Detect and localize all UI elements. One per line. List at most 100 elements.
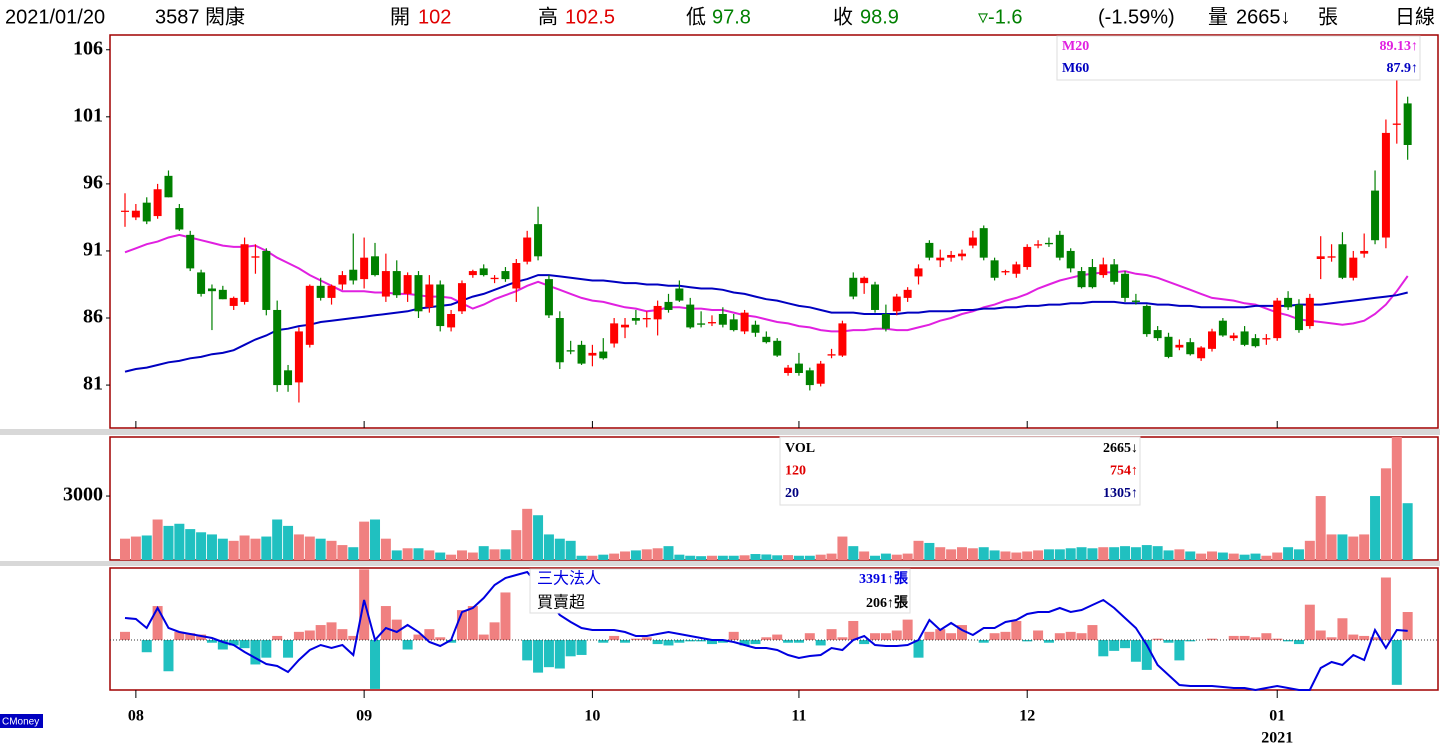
stock: 3587 閎康 (155, 5, 245, 28)
candle-body (1262, 338, 1271, 340)
volume-bar (467, 552, 478, 560)
y-tick-label: 91 (83, 239, 103, 261)
candle-body (686, 304, 695, 328)
volume-bar (228, 540, 239, 560)
net-bar (891, 630, 902, 641)
line (124, 570, 1408, 692)
volume-bar (1326, 534, 1337, 560)
y-tick-label: 81 (83, 373, 103, 395)
volume-bar (1359, 534, 1370, 560)
net-bar (1207, 638, 1217, 641)
net-bar (456, 610, 467, 641)
net-bar (380, 606, 391, 641)
net-bar (467, 606, 478, 641)
net-bar (1228, 635, 1239, 641)
price-panel (109, 34, 1439, 429)
candle-body (1392, 123, 1401, 125)
y-tick-label: 101 (73, 104, 103, 126)
net-bar (1272, 638, 1283, 641)
volume-bar (783, 555, 794, 560)
volume-bar (826, 553, 837, 560)
volume-bar (956, 547, 967, 560)
volume-bar (696, 556, 707, 560)
net-bar (261, 640, 272, 658)
net-bar (761, 637, 772, 641)
net-bar (239, 640, 250, 649)
net-bar (815, 640, 826, 646)
volume-bar (706, 555, 717, 560)
net-bar (522, 640, 533, 661)
volume-bar (435, 552, 446, 560)
volume-bar (359, 521, 370, 560)
net-bar (1402, 612, 1413, 641)
line (124, 274, 1408, 373)
candle-body (675, 288, 684, 301)
candle-body (1142, 305, 1151, 335)
low-label: 低 (686, 5, 706, 28)
volume-bar (728, 555, 739, 560)
volume-bar (424, 550, 435, 560)
candle-body (1153, 330, 1162, 339)
volume-bar (1065, 548, 1076, 560)
open: 102 (418, 6, 451, 28)
panel-separator (0, 429, 1440, 435)
candle-body (175, 208, 184, 230)
volume-bar (1261, 555, 1272, 560)
volume-bar (1315, 496, 1326, 560)
net-bar (1076, 633, 1087, 641)
legend-box (1056, 35, 1421, 81)
volume-bar (1239, 554, 1250, 560)
volume-bar (152, 519, 163, 560)
volume-bar (663, 546, 674, 560)
volume-bar (293, 534, 304, 560)
net-bar (185, 633, 196, 641)
candle-body (381, 271, 390, 297)
net-bar (1326, 637, 1337, 641)
volume-bar (1000, 551, 1011, 560)
candle-body (338, 275, 347, 285)
candle-body (1001, 271, 1010, 273)
volume-bar (489, 549, 500, 560)
net-bar (326, 622, 337, 641)
legend-box (529, 568, 911, 614)
change-pct: (-1.59%) (1098, 6, 1175, 28)
volume-bar (1228, 553, 1239, 560)
volume-bar (348, 547, 359, 560)
candle-body (403, 275, 412, 294)
volume: 2665↓ (1236, 6, 1291, 28)
candle-body (1381, 132, 1390, 238)
candle-body (925, 242, 934, 258)
candle-body (392, 271, 401, 296)
net-bar (956, 625, 967, 641)
volume-bar (793, 555, 804, 560)
net-bar (1391, 640, 1402, 685)
candle-body (371, 256, 380, 276)
candle-body (436, 284, 445, 327)
volume-bar (478, 546, 489, 560)
candle-body (936, 257, 945, 261)
volume-panel (109, 436, 1439, 561)
candle-body (1034, 244, 1043, 246)
net-bar (1087, 625, 1098, 641)
candle-body (1218, 320, 1227, 336)
candle-body (1055, 234, 1064, 258)
net-bar (1380, 577, 1391, 641)
volume-bar (946, 549, 957, 560)
volume-bar (750, 554, 761, 560)
volume-bar (630, 550, 641, 560)
volume-bar (609, 553, 620, 560)
volume-bar (391, 550, 402, 560)
candle-body (1327, 256, 1336, 258)
volume-bar (837, 536, 848, 560)
candle-body (740, 312, 749, 332)
volume-bar (1141, 545, 1152, 560)
legend-value: 1305↑ (1103, 486, 1138, 501)
legend-value: 89.13↑ (1380, 39, 1419, 54)
candle-body (142, 202, 151, 222)
net-bar (1348, 634, 1359, 641)
x-tick-label: 10 (584, 708, 600, 725)
candle-body (1012, 264, 1021, 274)
net-bar (1239, 635, 1250, 641)
candle-body (229, 297, 238, 306)
candle-body (414, 275, 423, 312)
